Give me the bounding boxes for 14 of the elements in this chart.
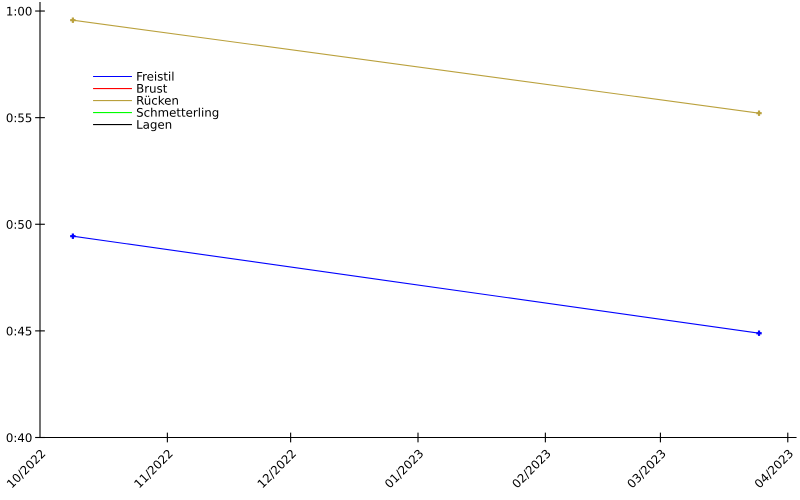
y-tick-label: 0:40 xyxy=(6,433,32,442)
legend-label: Schmetterling xyxy=(136,108,218,120)
legend-label: Rücken xyxy=(137,96,178,105)
point xyxy=(70,17,76,23)
legend-label: Freistil xyxy=(137,72,174,81)
legend-label: Lagen xyxy=(137,120,172,132)
y-tick-label: 1:00 xyxy=(7,6,32,16)
y-tick-label: 0:55 xyxy=(6,113,32,122)
y-tick-label: 0:50 xyxy=(6,220,32,229)
point xyxy=(756,330,762,336)
point xyxy=(756,110,762,116)
legend-label: Brust xyxy=(137,84,168,93)
point xyxy=(70,233,76,239)
y-tick-label: 0:45 xyxy=(6,326,32,336)
